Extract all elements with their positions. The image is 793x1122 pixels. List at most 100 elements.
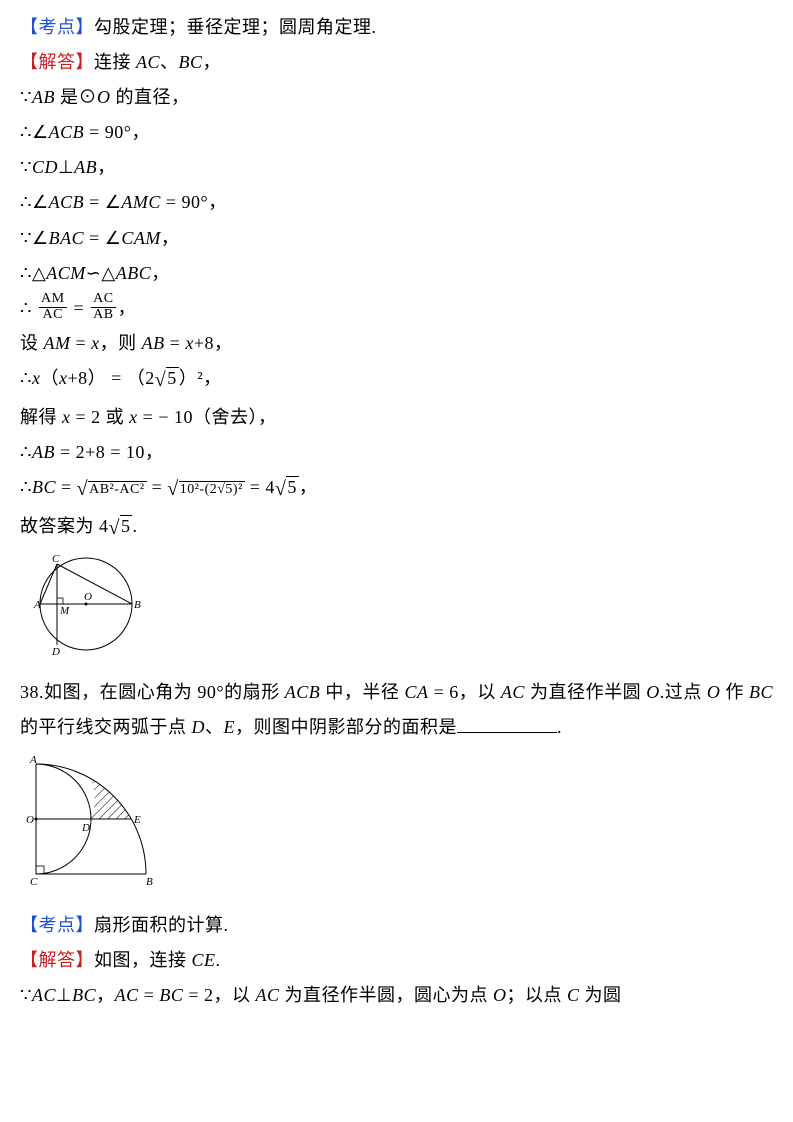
t: = − 10（舍去）， (138, 407, 277, 427)
t: ∴ (20, 368, 32, 388)
t: ACB (285, 682, 321, 702)
frac-ac-ab: AC AB (91, 292, 115, 322)
jieda-intro-line: 【解答】连接 AC、BC， (20, 45, 773, 80)
t: AC (256, 985, 280, 1005)
kaodian-text: 勾股定理；垂径定理；圆周角定理. (94, 17, 377, 37)
t: AB (142, 333, 165, 353)
t: = (165, 333, 186, 353)
lbl-D: D (51, 646, 60, 657)
t: 如图，在圆心角为 90°的扇形 (44, 682, 285, 702)
kaodian-line-1: 【考点】勾股定理；垂径定理；圆周角定理. (20, 10, 773, 45)
jieda-tag-2: 【解答】 (20, 950, 94, 970)
t: ， (97, 157, 116, 177)
figure2-svg: A O C B D E (16, 749, 166, 889)
q38-text: 38.如图，在圆心角为 90°的扇形 ACB 中，半径 CA = 6，以 AC … (20, 675, 773, 745)
kaodian-tag-2: 【考点】 (20, 915, 94, 935)
sqrt-nums: √10²-(2√5)² (167, 470, 245, 509)
lbl-C2: C (30, 876, 38, 888)
t: ACB (49, 122, 85, 142)
t: CAM (121, 228, 161, 248)
t: BC (179, 52, 203, 72)
figure-sector-2: A O C B D E (16, 749, 773, 901)
t: . (557, 717, 562, 737)
t: .过点 (660, 682, 707, 702)
t: . (216, 950, 221, 970)
t: ∵ (20, 157, 32, 177)
t: ∴ (20, 298, 32, 318)
step-1: ∵AB 是⊙O 的直径， (20, 80, 773, 115)
step-6: ∴△ACM∽△ABC， (20, 256, 773, 291)
t: O (493, 985, 507, 1005)
lbl-O2: O (26, 814, 34, 826)
last-line: ∵AC⊥BC，AC = BC = 2，以 AC 为直径作半圆，圆心为点 O；以点… (20, 978, 773, 1013)
lbl-O: O (84, 591, 92, 603)
step-11: ∴AB = 2+8 = 10， (20, 435, 773, 470)
t: = (71, 333, 92, 353)
lbl-D2: D (81, 822, 90, 834)
t: x (62, 407, 71, 427)
step-10: 解得 x = 2 或 x = − 10（舍去）， (20, 400, 773, 435)
t: x (185, 333, 194, 353)
t: 解得 (20, 407, 62, 427)
radicand: 5 (286, 476, 299, 497)
t: 作 (720, 682, 749, 702)
sqrt-5: √5 (155, 361, 179, 400)
radicand: 5 (166, 367, 179, 388)
t: ∵ (20, 87, 32, 107)
kaodian-text-2: 扇形面积的计算. (94, 915, 229, 935)
t: 、 (160, 52, 179, 72)
sqrt-abac: √AB²-AC² (77, 470, 147, 509)
t: ∴△ (20, 263, 46, 283)
t: BC (159, 985, 183, 1005)
t: CA (405, 682, 429, 702)
t: 的直径， (110, 87, 189, 107)
step-8: 设 AM = x，则 AB = x+8， (20, 326, 773, 361)
frac-den: AC (39, 308, 67, 323)
t: 为圆 (580, 985, 622, 1005)
figure-circle-1: A B C D M O (16, 552, 773, 669)
t: = 2，以 (183, 985, 255, 1005)
t: = (139, 985, 160, 1005)
t: ∴∠ (20, 192, 49, 212)
lbl-B: B (134, 599, 141, 611)
t: ∴ (20, 477, 32, 497)
answer-line: 故答案为 4√5. (20, 509, 773, 548)
t: ACB (49, 192, 85, 212)
t: . (132, 516, 137, 536)
t: 是⊙ (55, 87, 97, 107)
t: CE (192, 950, 216, 970)
t: BC (749, 682, 773, 702)
jieda-line-2: 【解答】如图，连接 CE. (20, 943, 773, 978)
t: = (147, 477, 168, 497)
t: = ∠ (84, 192, 121, 212)
t: AMC (121, 192, 161, 212)
t: ， (203, 52, 222, 72)
page-root: 【考点】勾股定理；垂径定理；圆周角定理. 【解答】连接 AC、BC， ∵AB 是… (0, 0, 793, 1122)
t: BC (32, 477, 56, 497)
t: O (707, 682, 721, 702)
t: x (129, 407, 138, 427)
t: 如图，连接 (94, 950, 192, 970)
answer-blank[interactable] (457, 713, 557, 734)
frac-num: AM (39, 292, 67, 308)
t: = (56, 477, 77, 497)
t: ∴ (20, 442, 32, 462)
jieda-tag: 【解答】 (20, 52, 94, 72)
t: E (224, 717, 236, 737)
t: 为直径作半圆，圆心为点 (280, 985, 494, 1005)
t: +8） = （2 (67, 368, 154, 388)
radicand: 10²-(2√5)² (179, 481, 245, 497)
t: = 90°， (161, 192, 227, 212)
t: ， (118, 298, 137, 318)
t: C (567, 985, 580, 1005)
eq: = (74, 298, 90, 318)
t: = 6，以 (429, 682, 501, 702)
t: = ∠ (84, 228, 121, 248)
t: = 2 或 (71, 407, 130, 427)
step-3: ∵CD⊥AB， (20, 150, 773, 185)
step-12: ∴BC = √AB²-AC² = √10²-(2√5)² = 4√5， (20, 470, 773, 509)
t: ，则图中阴影部分的面积是 (235, 717, 457, 737)
t: = 4 (245, 477, 275, 497)
frac-am-ac: AM AC (39, 292, 67, 322)
sqrt-5c: √5 (109, 509, 133, 548)
